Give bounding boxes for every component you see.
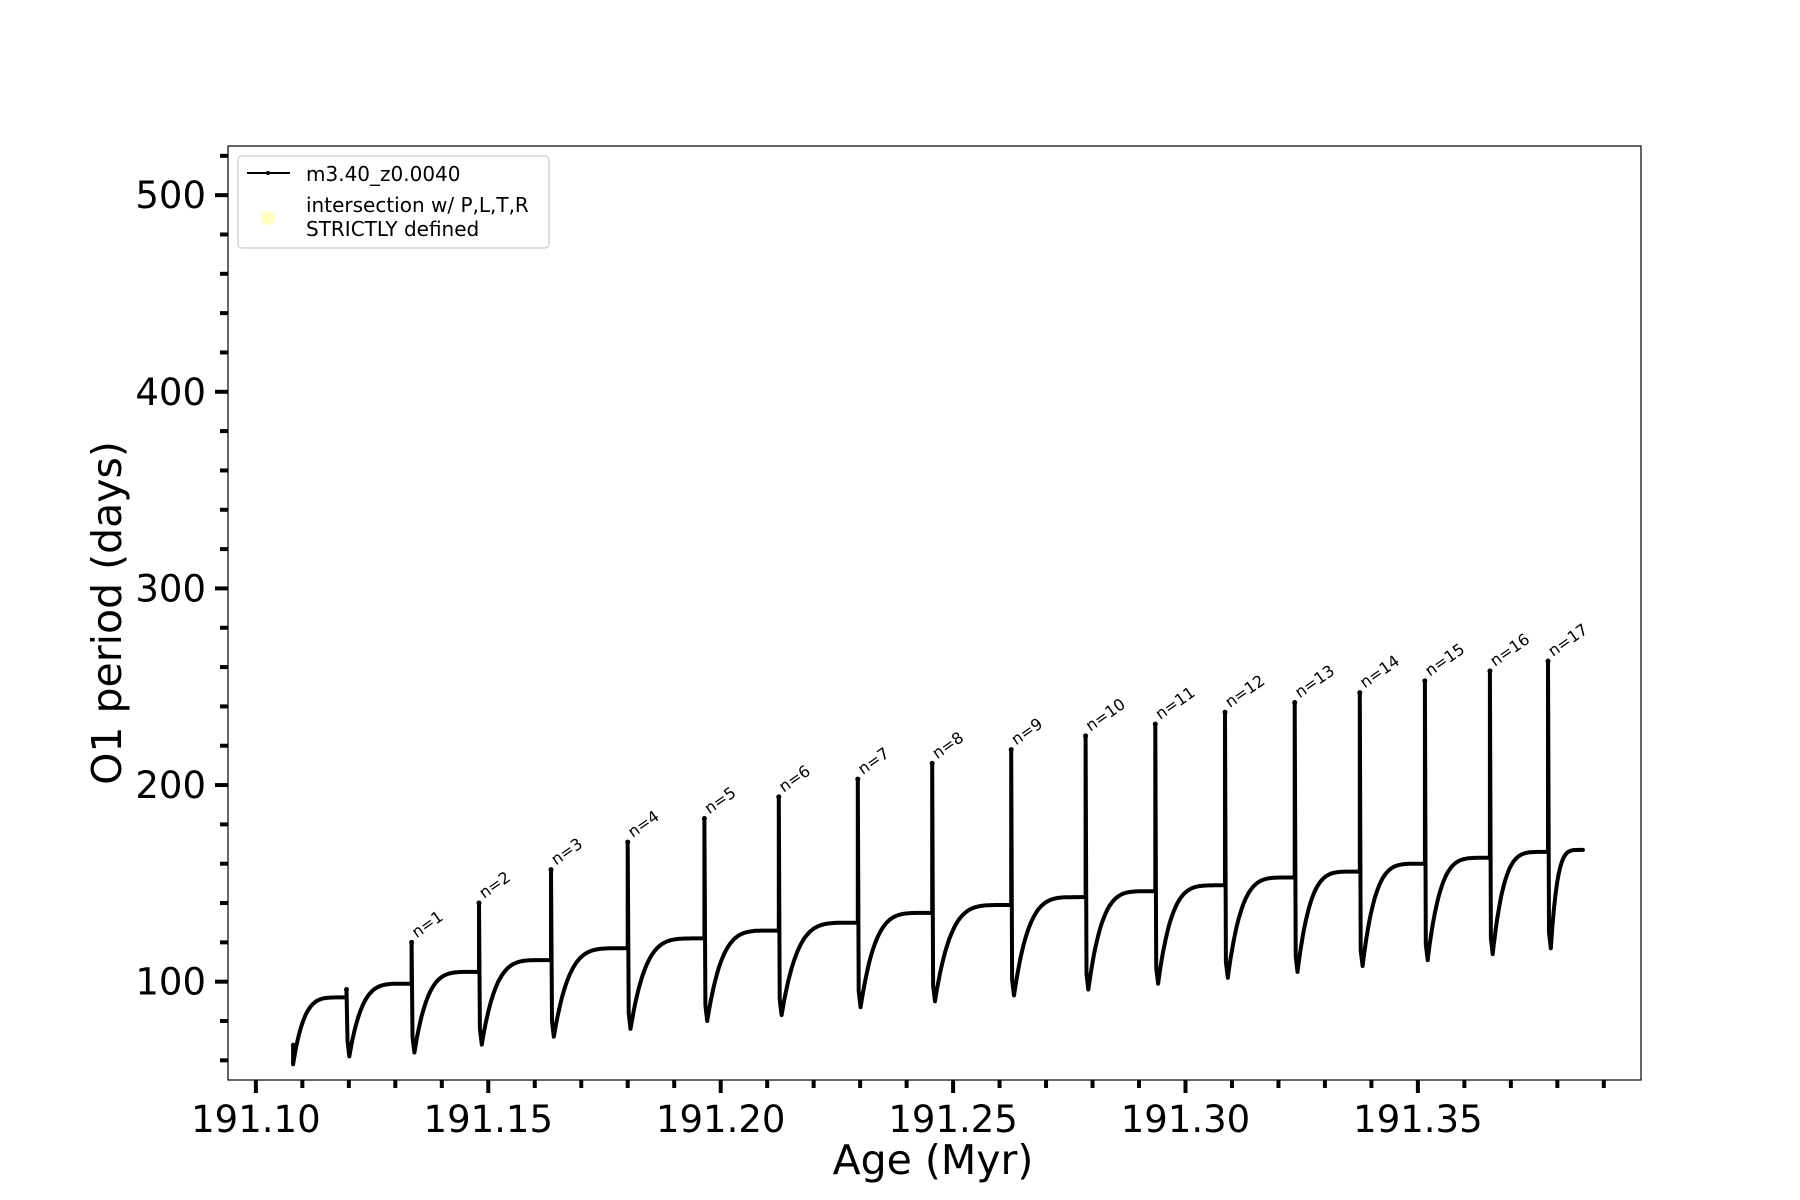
y-tick-label: 300 [135,567,206,610]
pulse-label: n=2 [475,867,514,902]
pulse-label: n=13 [1291,661,1338,702]
y-axis: 100 200 300 400 500 [135,153,228,1063]
pulse-label: n=6 [775,761,814,796]
pulse-label: n=16 [1486,630,1533,671]
x-tick-label: 191.25 [888,1098,1017,1141]
pulse-peak-point [1152,721,1158,727]
legend-label-intersection-line1: intersection w/ P,L,T,R [306,193,529,217]
pulse-peak-point [929,760,935,766]
pulse-label: n=12 [1221,671,1268,712]
pulse-label: n=8 [929,728,968,763]
pulse-label: n=15 [1421,639,1468,680]
pulse-peak-point [1083,733,1089,739]
legend: m3.40_z0.0040 intersection w/ P,L,T,R ST… [237,155,550,249]
x-tick-label: 191.10 [191,1098,320,1141]
pulse-peak-point [1545,658,1551,664]
x-axis-title: Age (Myr) [833,1136,1034,1184]
x-tick-label: 191.30 [1121,1098,1250,1141]
pulse-label: n=3 [547,834,586,869]
x-axis: 191.10 191.15 191.20 191.25 191.30 191.35 [191,1080,1606,1141]
pulse-labels: n=1 n=2 n=3 n=4 n=5 n=6 n=7 n=8 n=9 n=10 n=11 n=12 n… [408,620,1591,942]
pulse-label: n=17 [1544,620,1591,661]
pulse-peak-point [625,839,631,845]
pulse-peak-point [701,815,707,821]
pulse-label: n=4 [624,806,663,841]
x-tick-label: 191.15 [424,1098,553,1141]
pulse-label: n=11 [1152,683,1199,724]
x-tick-label: 191.35 [1353,1098,1482,1141]
pulse-peak-point [1422,678,1428,684]
legend-intersection-marker [261,211,275,225]
legend-box [237,155,550,249]
pulse-peak-point [776,794,782,800]
y-tick-label: 200 [135,764,206,807]
pulse-peak-point [344,987,350,993]
pulse-label: n=9 [1008,714,1047,749]
pulse-label: n=7 [854,744,893,779]
pulse-peak-point [1008,747,1014,753]
legend-label-intersection-line2: STRICTLY defined [306,217,479,241]
y-tick-label: 100 [135,961,206,1004]
y-axis-title: O1 period (days) [83,441,131,785]
plot-area [291,658,1585,1067]
y-tick-label: 500 [135,174,206,217]
pulse-peak-point [548,867,554,873]
legend-label-series: m3.40_z0.0040 [306,162,461,186]
plot-frame [227,145,1642,1081]
y-tick-label: 400 [135,371,206,414]
pulse-label: n=14 [1356,651,1403,692]
pulse-peak-point [1222,709,1228,715]
pulse-peak-point [1292,699,1298,705]
pulse-peak-point [855,776,861,782]
series-line-m3.40_z0.0040 [291,659,1585,1067]
pulse-peak-point [1357,690,1363,696]
pulse-peak-point [476,900,482,906]
pulse-peak-point [409,939,415,945]
pulse-label: n=1 [408,907,447,942]
x-tick-label: 191.20 [656,1098,785,1141]
pulse-label: n=10 [1082,694,1129,735]
pulse-peak-point [1487,668,1493,674]
legend-line-dot [266,171,270,175]
pulse-label: n=5 [701,783,740,818]
